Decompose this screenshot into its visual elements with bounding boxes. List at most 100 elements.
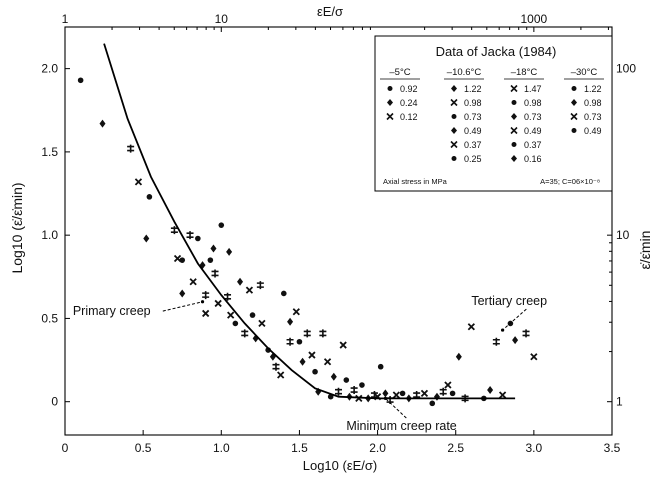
data-point: [530, 353, 538, 361]
annotation-label: Tertiary creep: [471, 294, 547, 308]
x-tick-label: 1.0: [213, 441, 230, 455]
legend-column-header: –10.6°C: [447, 67, 482, 78]
data-point: [249, 312, 256, 318]
data-point: [399, 390, 406, 397]
data-point: [186, 231, 194, 240]
data-point: [455, 352, 462, 361]
x-axis-ticks: 0 0.5 1.0 1.5 2.0 2.5 3.0 3.5: [62, 430, 621, 455]
legend-marker: [451, 127, 457, 134]
legend-marker: [571, 86, 577, 91]
data-point: [210, 244, 217, 253]
legend-value: 1.22: [464, 84, 482, 94]
data-point: [272, 362, 280, 371]
annotations: Primary creep Tertiary creep Minimum creep…: [73, 294, 547, 433]
data-point: [392, 391, 400, 399]
data-point: [420, 389, 429, 398]
y-tick-label: 1.0: [41, 228, 58, 242]
data-point: [218, 222, 225, 228]
legend-value: 0.37: [524, 140, 542, 150]
data-point: [189, 278, 197, 286]
plot-frame: [64, 26, 613, 436]
legend-title: Data of Jacka (1984): [436, 44, 557, 59]
data-point: [296, 338, 303, 345]
x-tick-label: 1.5: [291, 441, 308, 455]
fit-curve-line: [103, 43, 516, 400]
legend-value: 0.73: [584, 112, 602, 122]
data-point: [143, 234, 150, 243]
data-point: [77, 77, 84, 84]
legend-value: 0.73: [524, 112, 542, 122]
legend-marker: [571, 99, 577, 106]
annotation-label: Minimum creep rate: [346, 419, 456, 433]
legend-value: 0.98: [464, 98, 482, 108]
data-point: [339, 341, 347, 349]
legend-value: 0.73: [464, 112, 482, 122]
data-point: [350, 386, 358, 395]
annotation-arrow-head: [501, 328, 505, 332]
data-point: [487, 386, 494, 395]
legend-marker: [386, 112, 394, 121]
data-point: [319, 329, 327, 338]
data-point: [522, 329, 530, 338]
data-point: [312, 368, 318, 375]
annotation-arrow: [162, 301, 203, 312]
x-tick-label: 0.5: [135, 441, 152, 455]
data-point: [277, 371, 285, 379]
legend-footer-left: Axial stress in MPa: [383, 177, 448, 186]
right-tick-label: 1: [616, 395, 623, 409]
data-point: [433, 392, 440, 401]
data-point: [179, 257, 186, 263]
data-point: [303, 329, 311, 338]
data-point: [382, 389, 389, 398]
data-point: [99, 119, 106, 128]
data-point: [207, 257, 214, 263]
legend-column-header: –5°C: [389, 67, 410, 78]
data-point: [377, 363, 384, 370]
data-point: [245, 286, 254, 294]
legend-value: 0.92: [400, 84, 418, 94]
legend-marker: [510, 126, 518, 135]
y-axis-ticks: 0 0.5 1.0 1.5 2.0: [41, 62, 70, 409]
data-point: [323, 358, 332, 366]
legend-table: –5°C –10.6°C –18°C –30°C 0.92 1.22 1.47 1.22 0.2…: [380, 67, 604, 164]
legend-marker: [387, 99, 393, 106]
data-points: [77, 77, 538, 407]
data-point: [492, 337, 500, 346]
legend-value: 0.16: [524, 154, 542, 164]
legend-value: 0.37: [464, 140, 482, 150]
x-tick-label: 2.0: [369, 441, 386, 455]
annotation-label: Primary creep: [73, 304, 151, 318]
data-point: [127, 144, 135, 153]
top-tick-label: 10: [215, 12, 229, 26]
right-tick-label: 100: [616, 62, 636, 76]
data-point: [195, 235, 201, 242]
legend-frame: [374, 35, 613, 192]
right-tick-label: 10: [616, 228, 630, 242]
legend-marker: [570, 112, 578, 121]
data-point: [299, 357, 306, 366]
data-point: [211, 269, 219, 278]
data-point: [335, 387, 342, 396]
top-tick-label: 1: [62, 12, 69, 26]
y-tick-label: 1.5: [41, 145, 58, 159]
data-point: [146, 194, 153, 200]
x-tick-label: 3.0: [526, 441, 543, 455]
legend-marker: [511, 155, 517, 162]
data-point: [308, 351, 316, 359]
data-point: [444, 381, 452, 389]
legend-column-header: –18°C: [511, 67, 538, 78]
legend-value: 1.22: [584, 84, 602, 94]
data-point: [179, 289, 186, 298]
legend-marker: [510, 84, 518, 93]
data-point: [343, 377, 350, 383]
legend-value: 0.49: [464, 126, 482, 136]
x-axis-label: Log10 (εE/σ): [303, 458, 378, 473]
data-point: [330, 372, 337, 381]
right-axis-ticks: 1 10 100: [607, 62, 636, 409]
data-point: [287, 317, 294, 326]
top-axis-ticks: 1 10 1000: [62, 12, 609, 32]
data-point: [467, 323, 475, 331]
data-point: [449, 390, 456, 397]
top-axis-label: εE/σ: [317, 4, 343, 19]
y-axis-label: Log10 (ε̇/ε̇min): [9, 182, 25, 273]
